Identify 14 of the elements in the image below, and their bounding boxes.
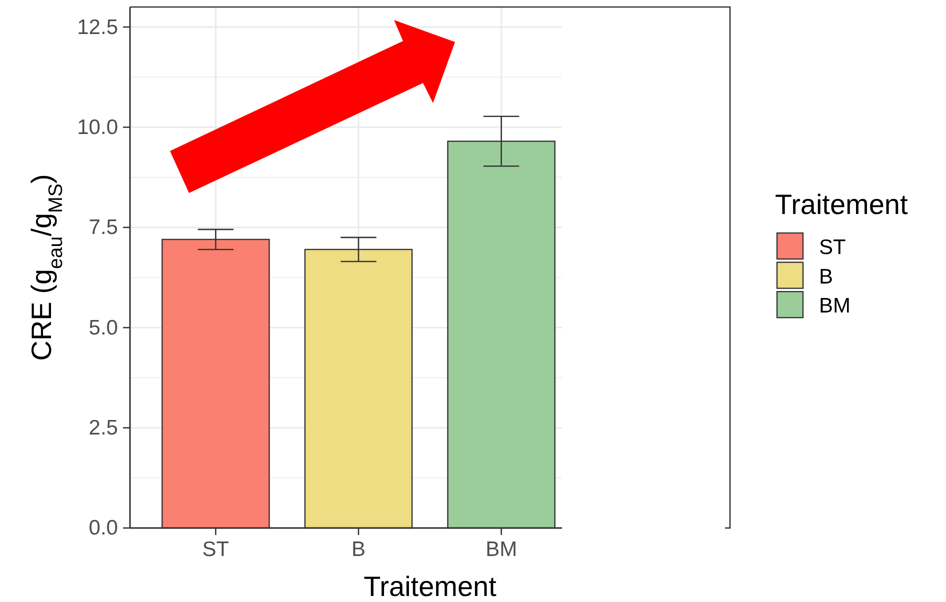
legend-label: ST xyxy=(819,236,846,259)
y-tick-label: 0.0 xyxy=(88,516,118,540)
y-tick-label: 12.5 xyxy=(77,16,118,39)
legend-label: B xyxy=(819,265,834,288)
y-tick-label: 2.5 xyxy=(88,416,118,440)
x-tick-label: ST xyxy=(202,538,230,561)
y-tick-label: 10.0 xyxy=(77,116,118,139)
legend-title: Traitement xyxy=(775,189,908,220)
x-axis-title: Traitement xyxy=(364,571,497,602)
legend-label: BM xyxy=(819,294,850,318)
y-tick-label: 7.5 xyxy=(88,216,118,240)
x-tick-label: BM xyxy=(486,538,518,561)
y-tick-label: 5.0 xyxy=(88,316,118,340)
x-tick-label: B xyxy=(351,538,366,561)
